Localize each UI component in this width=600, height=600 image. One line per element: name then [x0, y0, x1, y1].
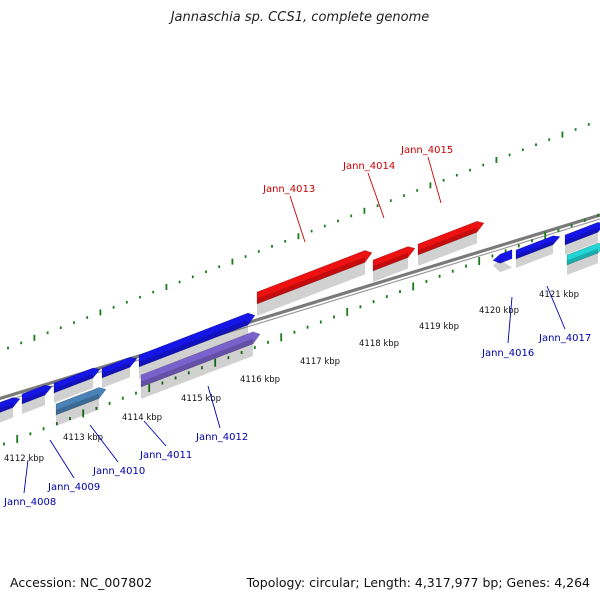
- gene-label-jann_4013[interactable]: Jann_4013: [262, 184, 315, 195]
- gene-callout-line: [546, 285, 566, 330]
- gene-arrow-blue[interactable]: [492, 249, 513, 273]
- gene-label-jann_4009[interactable]: Jann_4009: [47, 482, 100, 493]
- gene-label-jann_4012[interactable]: Jann_4012: [195, 432, 248, 443]
- gene-arrow-red[interactable]: [256, 250, 373, 316]
- scale-label: 4115 kbp: [181, 394, 221, 404]
- gene-callout-line: [143, 420, 167, 447]
- gene-callout-line: [89, 424, 119, 463]
- genome-summary-text: Topology: circular; Length: 4,317,977 bp…: [246, 575, 590, 590]
- scale-label: 4119 kbp: [419, 322, 459, 332]
- gene-arrow-cyan[interactable]: [566, 242, 600, 275]
- gene-arrow-steel[interactable]: [55, 387, 107, 426]
- scale-label: 4118 kbp: [359, 339, 399, 349]
- gene-arrow-purple[interactable]: [140, 331, 261, 399]
- backbone-line-upper: [0, 213, 600, 401]
- gene-label-jann_4010[interactable]: Jann_4010: [92, 466, 145, 477]
- gene-arrow-blue[interactable]: [138, 312, 256, 379]
- gene-callout-line: [49, 439, 75, 479]
- gene-callout-line: [367, 172, 385, 219]
- accession-text: Accession: NC_007802: [10, 575, 153, 590]
- gene-callout-line: [289, 195, 306, 243]
- gene-label-jann_4008[interactable]: Jann_4008: [3, 497, 56, 508]
- gene-label-jann_4015[interactable]: Jann_4015: [400, 145, 453, 156]
- gene-callout-line: [427, 156, 442, 204]
- gene-arrow-red[interactable]: [417, 220, 485, 266]
- gene-label-jann_4014[interactable]: Jann_4014: [342, 161, 395, 172]
- gene-arrow-blue[interactable]: [53, 367, 101, 403]
- scale-label: 4121 kbp: [539, 290, 579, 300]
- inner-tick-track: [3, 213, 599, 446]
- scale-label: 4113 kbp: [63, 433, 103, 443]
- gene-arrow-blue[interactable]: [21, 384, 53, 414]
- gene-label-jann_4017[interactable]: Jann_4017: [538, 333, 591, 344]
- scale-label: 4114 kbp: [122, 413, 162, 423]
- scale-label: 4117 kbp: [300, 357, 340, 367]
- gene-callout-line: [207, 385, 221, 429]
- scale-label: 4120 kbp: [479, 306, 519, 316]
- gene-label-jann_4011[interactable]: Jann_4011: [139, 450, 192, 461]
- gene-label-jann_4016[interactable]: Jann_4016: [481, 348, 534, 359]
- genome-backbone: [0, 213, 600, 404]
- gene-arrow-blue[interactable]: [515, 235, 561, 268]
- gene-arrow-blue[interactable]: [0, 397, 21, 424]
- genome-title: Jannaschia sp. CCS1, complete genome: [170, 10, 430, 25]
- gene-arrow-red[interactable]: [372, 246, 416, 282]
- gene-callout-line: [23, 459, 29, 494]
- scale-label: 4112 kbp: [4, 454, 44, 464]
- scale-labels: 4112 kbp 4113 kbp 4114 kbp 4115 kbp 4116 kbp…: [4, 290, 579, 464]
- gene-arrow-blue[interactable]: [101, 356, 138, 388]
- outer-tick-track: [7, 123, 590, 350]
- backbone-line-lower: [0, 218, 600, 404]
- gene-features: [0, 220, 600, 426]
- gene-arrow-blue[interactable]: [564, 221, 600, 255]
- gene-callout-line: [507, 296, 513, 344]
- scale-label: 4116 kbp: [240, 375, 280, 385]
- gene-labels: Jann_4008Jann_4009Jann_4010Jann_4011Jann…: [3, 145, 591, 508]
